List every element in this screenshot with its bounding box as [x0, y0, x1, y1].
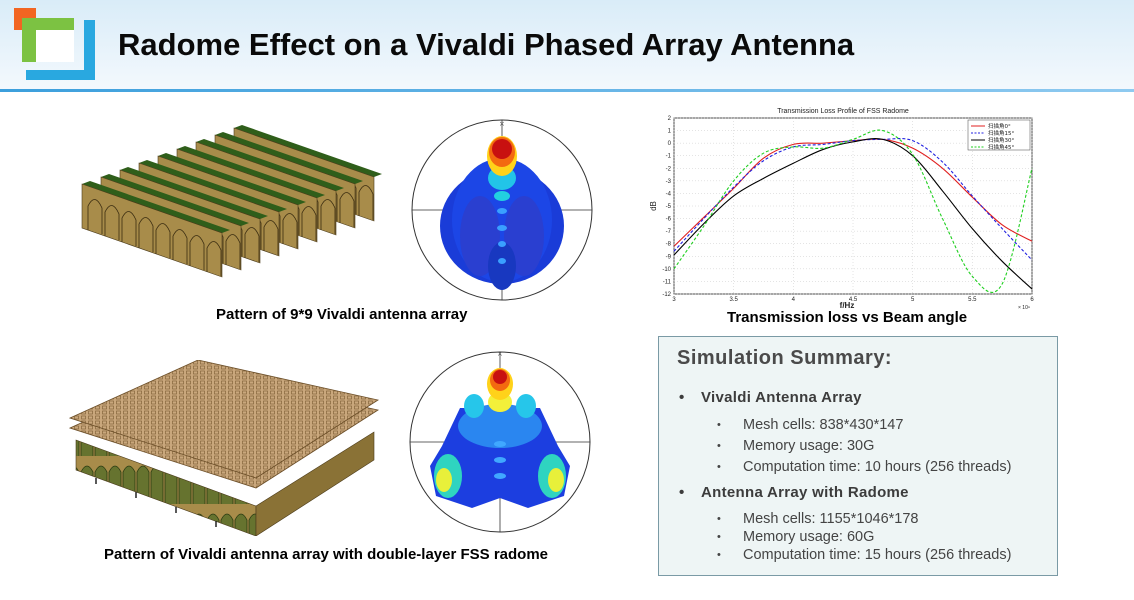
summary-section-vivaldi: • Vivaldi Antenna Array: [679, 389, 862, 406]
series-line: [673, 138, 1033, 261]
y-tick-label: 0: [668, 141, 672, 147]
sub-bullet-icon: •: [717, 531, 721, 543]
y-tick-label: -4: [666, 191, 672, 197]
bullet-icon: •: [679, 389, 685, 406]
y-tick-label: -2: [666, 166, 672, 172]
summary-item: • Computation time: 10 hours (256 threads…: [717, 459, 1011, 475]
y-tick-label: -9: [666, 254, 672, 260]
vivaldi-array-3d-model: [81, 125, 382, 278]
legend-label: 扫描角15°: [988, 129, 1014, 137]
summary-item-text: Mesh cells: 1155*1046*178: [743, 511, 919, 527]
x-tick-label: 4: [792, 297, 796, 303]
legend-label: 扫描角30°: [988, 136, 1014, 144]
x-axis-label: f/Hz: [840, 301, 855, 310]
summary-heading: Simulation Summary:: [677, 347, 893, 369]
section-title: Antenna Array with Radome: [701, 484, 909, 501]
summary-item-text: Memory usage: 30G: [743, 438, 875, 454]
vivaldi-array-with-radome-3d-model: [68, 360, 380, 536]
x-exponent-label: × 10⁹: [1018, 305, 1030, 311]
page-title: Radome Effect on a Vivaldi Phased Array …: [118, 27, 855, 62]
summary-item: • Computation time: 15 hours (256 threads…: [717, 547, 1011, 563]
y-tick-label: 1: [668, 129, 672, 135]
summary-item: • Mesh cells: 1155*1046*178: [717, 511, 918, 527]
radiation-pattern-polar-plot-with-radome: ×: [409, 350, 591, 533]
y-tick-label: -8: [666, 242, 672, 248]
sub-bullet-icon: •: [717, 440, 721, 452]
y-axis-label: dB: [649, 201, 658, 211]
summary-item-text: Mesh cells: 838*430*147: [743, 417, 904, 433]
x-tick-label: 6: [1030, 297, 1034, 303]
y-tick-label: -3: [666, 179, 672, 185]
bullet-icon: •: [679, 484, 685, 501]
x-tick-label: 3.5: [729, 297, 738, 303]
x-tick-label: 4.5: [849, 297, 858, 303]
sub-bullet-icon: •: [717, 549, 721, 561]
y-tick-label: -11: [663, 279, 672, 285]
legend-label: 扫描角0°: [988, 122, 1011, 130]
simulation-summary-box: Simulation Summary: • Vivaldi Antenna Arr…: [658, 336, 1058, 576]
y-tick-label: -1: [666, 154, 672, 160]
summary-item-text: Memory usage: 60G: [743, 529, 875, 545]
caption-radome-pattern: Pattern of Vivaldi antenna array with do…: [104, 546, 549, 563]
caption-array-pattern: Pattern of 9*9 Vivaldi antenna array: [216, 306, 468, 323]
svg-text:×: ×: [499, 120, 505, 128]
summary-item-text: Computation time: 10 hours (256 threads): [743, 459, 1012, 475]
summary-item-text: Computation time: 15 hours (256 threads): [743, 547, 1012, 563]
antenna-fin-row: [81, 181, 230, 278]
sub-bullet-icon: •: [717, 461, 721, 473]
company-logo: [14, 8, 95, 80]
fin-bottom-ticks: [95, 478, 217, 527]
y-tick-label: -5: [666, 204, 672, 210]
caption-chart: Transmission loss vs Beam angle: [727, 309, 968, 326]
svg-text:×: ×: [497, 350, 503, 358]
summary-section-radome: • Antenna Array with Radome: [679, 484, 909, 501]
x-tick-label: 3: [672, 297, 676, 303]
pattern-main-lobe: [487, 136, 517, 176]
y-tick-label: -12: [662, 292, 671, 298]
x-tick-label: 5.5: [968, 297, 977, 303]
summary-item: • Memory usage: 60G: [717, 529, 874, 545]
section-title: Vivaldi Antenna Array: [701, 389, 862, 406]
sub-bullet-icon: •: [717, 419, 721, 431]
pattern-side-lobes: [440, 158, 564, 290]
series-line: [673, 129, 1033, 293]
sub-bullet-icon: •: [717, 513, 721, 525]
title-banner: Radome Effect on a Vivaldi Phased Array …: [0, 0, 1134, 92]
y-tick-label: 2: [668, 116, 672, 122]
transmission-loss-chart: 3 3.5 4 4.5 5 5.5 6 2 1 0 -1 -2 -3 -4 -5 -6 -7 -8 -9 -10 -11…: [649, 108, 1034, 311]
legend-label: 扫描角45°: [988, 143, 1014, 151]
y-tick-label: -6: [666, 217, 672, 223]
series-line: [673, 138, 1033, 290]
x-tick-label: 5: [911, 297, 915, 303]
chart-legend: 扫描角0°扫描角15°扫描角30°扫描角45°: [967, 119, 1031, 151]
summary-item: • Mesh cells: 838*430*147: [717, 417, 903, 433]
summary-item: • Memory usage: 30G: [717, 438, 874, 454]
y-tick-label: -10: [662, 267, 671, 273]
y-tick-label: -7: [666, 229, 672, 235]
chart-title: Transmission Loss Profile of FSS Radome: [777, 108, 909, 115]
radiation-pattern-polar-plot: ×: [411, 119, 593, 301]
